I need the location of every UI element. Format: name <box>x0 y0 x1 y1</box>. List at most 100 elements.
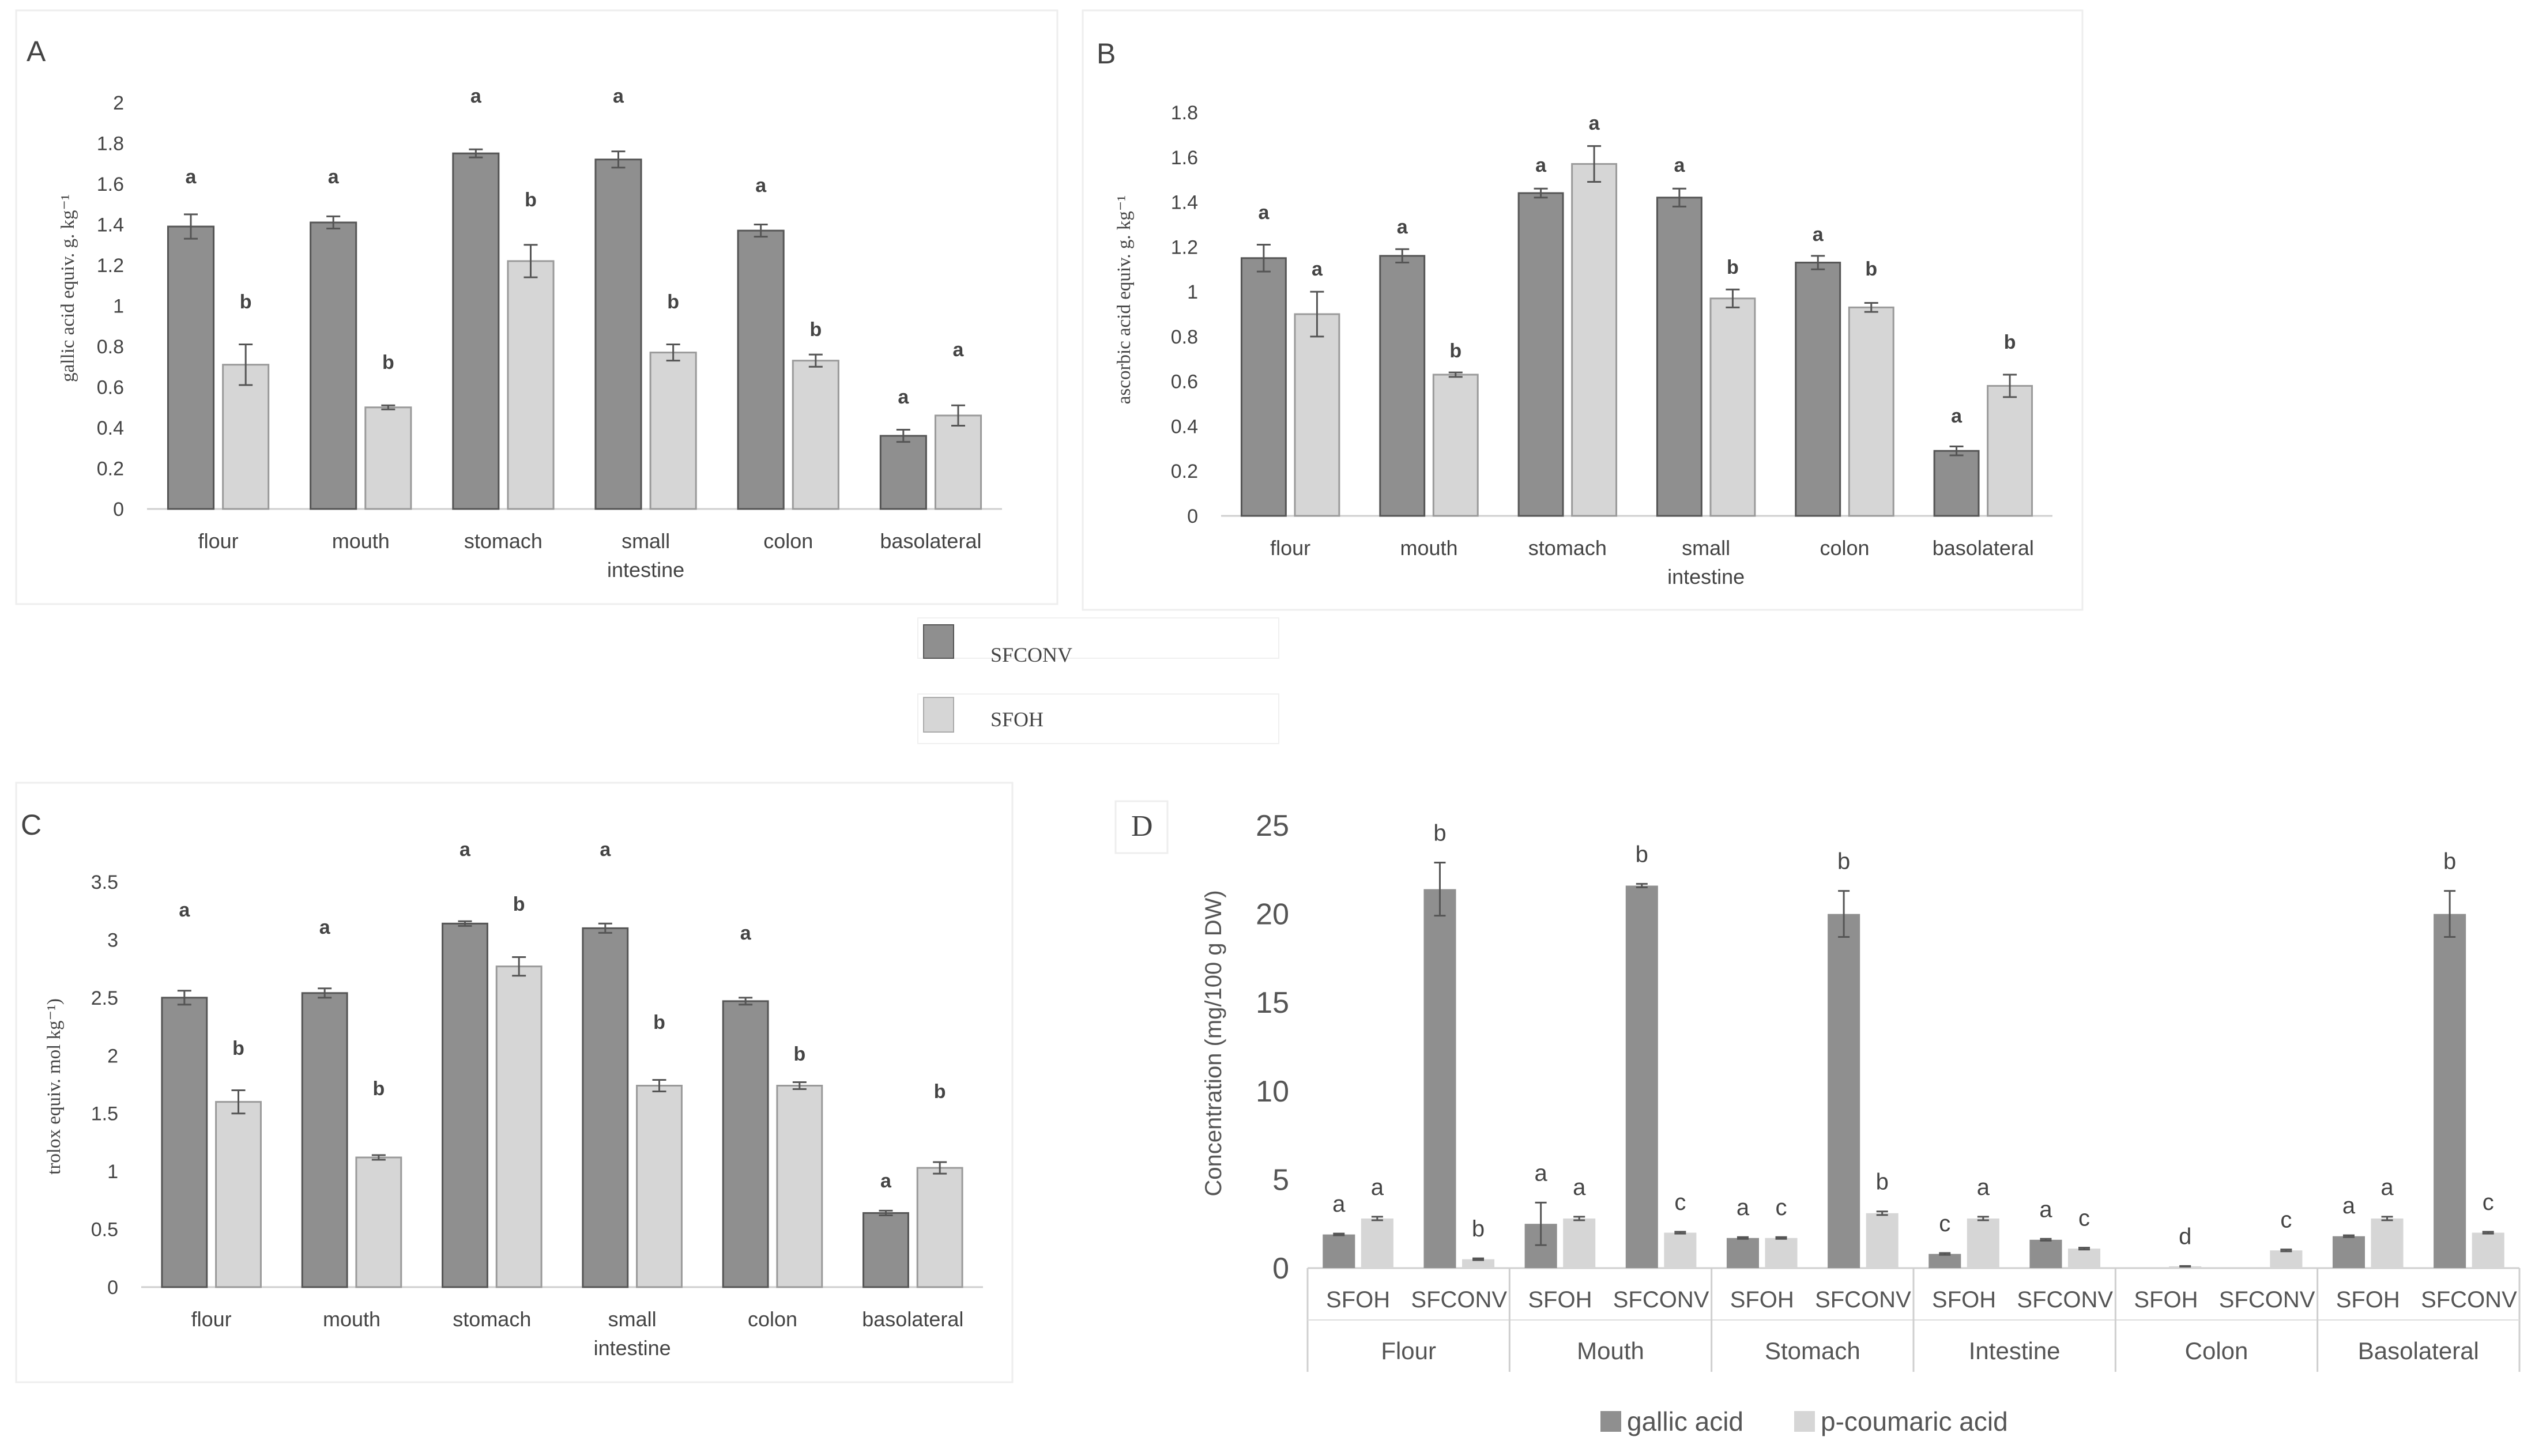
panel-d-errorbar-gallic-acid-10 <box>2342 1234 2355 1238</box>
panel-d-group-label-4: Colon <box>2185 1337 2248 1364</box>
panel-d-letter-p-coumaric-acid-11: c <box>2483 1190 2494 1215</box>
panel-c-errorbar-sfoh-3 <box>652 1078 666 1093</box>
panel-a-ytick-0: 0 <box>113 499 124 520</box>
panel-d-errorbar-p-coumaric-acid-6 <box>1977 1216 1989 1221</box>
panel-c-bar-sfconv-3 <box>582 927 629 1288</box>
shared-legend: SFCONV SFOH <box>917 617 1279 744</box>
panel-d-letter-p-coumaric-acid-5: b <box>1876 1170 1889 1195</box>
panel-b-bar-sfoh-1 <box>1432 374 1479 517</box>
panel-a-bar-sfoh-2 <box>507 260 555 510</box>
panel-d-letter-p-coumaric-acid-2: a <box>1573 1175 1586 1200</box>
panel-b-ytick-3: 0.6 <box>1171 371 1198 393</box>
panel-b-ytick-2: 0.4 <box>1171 416 1198 437</box>
panel-a-ylabel: gallic acid equiv. g. kg⁻¹ <box>58 194 78 382</box>
panel-b-bar-sfoh-4 <box>1848 306 1894 517</box>
panel-a-letter-sfoh-1: b <box>382 352 394 374</box>
panel-c-letter-sfconv-0: a <box>179 899 190 921</box>
panel-d-letter-p-coumaric-acid-8: d <box>2179 1224 2191 1249</box>
panel-b-bar-sfoh-0 <box>1294 313 1340 517</box>
panel-d-errorbar-p-coumaric-acid-2 <box>1573 1216 1585 1221</box>
legend-swatch-coumaric <box>1794 1411 1815 1432</box>
panel-b-letter-sfconv-0: a <box>1258 202 1270 224</box>
panel-d-subcat-label-3: SFCONV <box>1613 1287 1709 1312</box>
panel-d-letter-gallic-acid-6: c <box>1939 1211 1950 1236</box>
panel-d-letter-p-coumaric-acid-1: b <box>1472 1216 1485 1242</box>
panel-d-ytick-5: 25 <box>1256 809 1289 843</box>
panel-b-ylabel: ascorbic acid equiv. g. kg⁻¹ <box>1114 195 1135 404</box>
panel-c-letter-sfoh-1: b <box>372 1078 385 1100</box>
panel-a-ytick-3: 0.6 <box>97 377 124 399</box>
panel-b-errorbar-sfoh-3 <box>1726 288 1740 308</box>
legend-label-sfoh: SFOH <box>990 708 1044 731</box>
panel-c-xtick-2: stomach <box>453 1307 531 1331</box>
panel-d-group-label-5: Basolateral <box>2358 1337 2479 1364</box>
legend-row-1-frame <box>917 617 1279 659</box>
panel-a-letter-sfconv-1: a <box>328 166 340 188</box>
panel-d-letter-p-coumaric-acid-3: c <box>1674 1190 1686 1215</box>
panel-c-errorbar-sfoh-5 <box>933 1161 947 1175</box>
panel-c-bar-sfconv-4 <box>722 1000 769 1288</box>
panel-c-letter-sfconv-2: a <box>459 839 471 861</box>
panel-a-xtick-2: stomach <box>464 529 543 553</box>
panel-b-ytick-6: 1.2 <box>1171 236 1198 258</box>
panel-a-errorbar-sfoh-0 <box>239 343 253 386</box>
panel-d-bar-p-coumaric-acid-0 <box>1361 1218 1393 1268</box>
panel-b-errorbar-sfconv-5 <box>1949 445 1964 457</box>
panel-a-bar-sfconv-4 <box>737 229 785 510</box>
panel-d-letter-p-coumaric-acid-9: c <box>2280 1208 2292 1233</box>
panel-d-subcat-label-10: SFOH <box>2336 1287 2400 1312</box>
panel-d-bar-gallic-acid-7 <box>2029 1239 2062 1268</box>
panel-d-bar-p-coumaric-acid-1 <box>1462 1259 1495 1268</box>
panel-b-ytick-8: 1.6 <box>1171 147 1198 169</box>
panel-c-errorbar-sfconv-5 <box>879 1209 893 1216</box>
panel-d-bar-gallic-acid-11 <box>2434 914 2466 1268</box>
panel-c-letter-sfoh-3: b <box>653 1012 665 1033</box>
panel-c-errorbar-sfconv-2 <box>458 920 472 927</box>
panel-d-legend: gallic acid p-coumaric acid <box>1600 1406 2008 1436</box>
panel-b-letter: B <box>1097 37 1116 70</box>
panel-d-bar-p-coumaric-acid-7 <box>2068 1248 2101 1268</box>
panel-b-bar-sfconv-2 <box>1517 192 1564 517</box>
panel-d-bar-p-coumaric-acid-6 <box>1967 1218 1999 1268</box>
panel-a-ytick-4: 0.8 <box>97 336 124 358</box>
panel-a-letter: A <box>27 35 46 67</box>
legend-swatch-sfconv <box>923 624 954 659</box>
panel-a-xtick-1: mouth <box>332 529 390 553</box>
panel-a-bar-sfoh-0 <box>222 364 270 510</box>
panel-b-errorbar-sfconv-2 <box>1534 187 1548 199</box>
panel-c-bar-sfoh-5 <box>916 1167 963 1288</box>
panel-b-xtick-3-line0: small <box>1682 536 1730 560</box>
panel-b-errorbar-sfconv-1 <box>1395 248 1410 264</box>
panel-c-xtick-1: mouth <box>323 1307 381 1331</box>
panel-c-errorbar-sfoh-2 <box>512 956 526 977</box>
panel-b-letter-sfoh-5: b <box>2004 331 2016 353</box>
panel-b-bar-sfconv-3 <box>1656 197 1702 517</box>
panel-c-letter-sfoh-0: b <box>232 1038 244 1059</box>
panel-b-letter-sfconv-2: a <box>1535 154 1547 176</box>
panel-b-errorbar-sfoh-1 <box>1448 371 1463 378</box>
panel-c-errorbar-sfconv-4 <box>739 997 753 1006</box>
panel-a-errorbar-sfconv-3 <box>611 150 626 169</box>
panel-d-letter-p-coumaric-acid-6: a <box>1977 1175 1990 1200</box>
panel-c-errorbar-sfoh-1 <box>371 1154 386 1161</box>
panel-c-bar-sfconv-5 <box>862 1212 909 1288</box>
panel-d-bar-gallic-acid-4 <box>1726 1238 1759 1268</box>
panel-b-xtick-3-line1: intestine <box>1667 565 1745 589</box>
panel-d-bar-p-coumaric-acid-11 <box>2472 1232 2504 1268</box>
panel-c-letter-sfoh-2: b <box>513 893 525 915</box>
panel-d-ytick-4: 20 <box>1256 898 1289 931</box>
panel-a-letter-sfoh-5: a <box>953 339 965 361</box>
panel-a-ytick-1: 0.2 <box>97 458 124 480</box>
panel-c-ytick-6: 3 <box>107 929 118 951</box>
panel-c-letter-sfconv-1: a <box>319 916 331 938</box>
panel-a-xtick-4: colon <box>763 529 813 553</box>
panel-d-errorbar-p-coumaric-acid-9 <box>2280 1248 2292 1253</box>
panel-c-ytick-5: 2.5 <box>91 987 118 1009</box>
panel-b-errorbar-sfoh-0 <box>1310 291 1324 338</box>
panel-c-ytick-3: 1.5 <box>91 1103 118 1125</box>
panel-c-ytick-2: 1 <box>107 1161 118 1183</box>
panel-d-subcat-label-5: SFCONV <box>1815 1287 1911 1312</box>
panel-d-letter-p-coumaric-acid-10: a <box>2380 1175 2394 1200</box>
panel-c-bar-sfconv-2 <box>442 922 488 1288</box>
